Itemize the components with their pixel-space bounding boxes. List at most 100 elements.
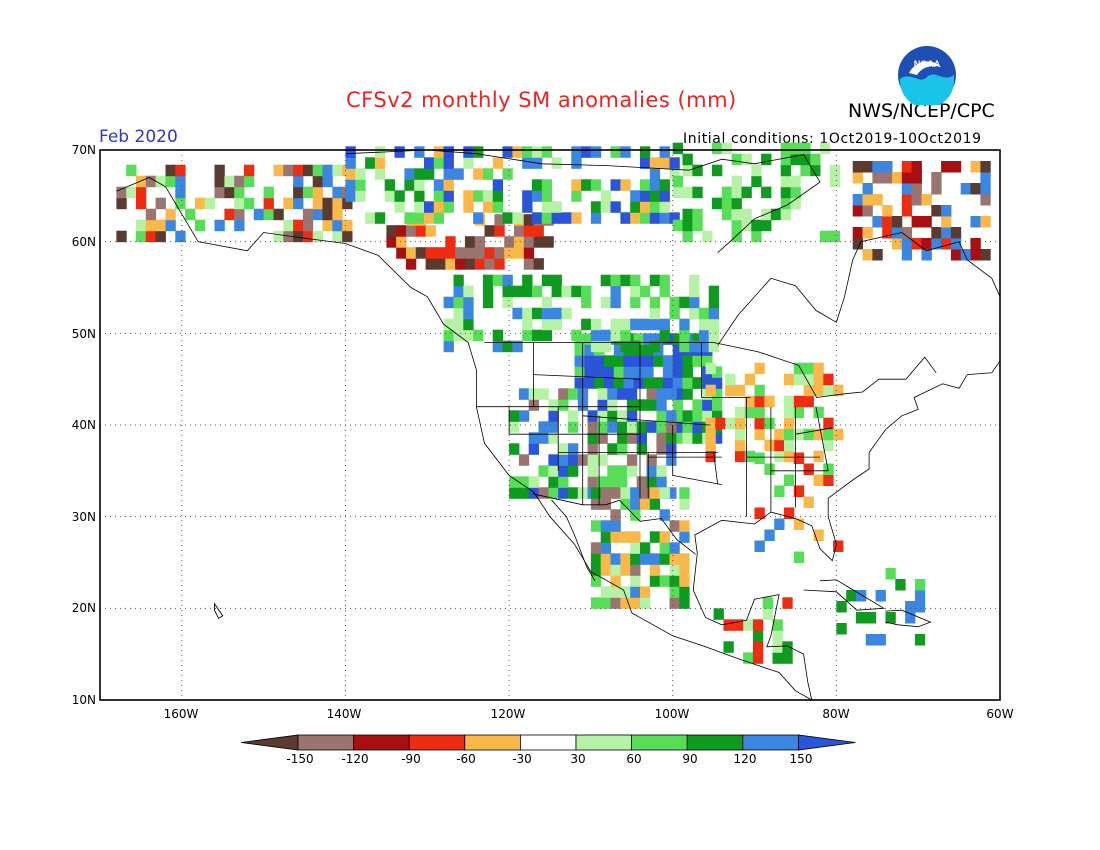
anomaly-cell (803, 395, 814, 408)
anomaly-cell (649, 318, 661, 331)
anomaly-cell (772, 619, 783, 631)
anomaly-cell (682, 208, 693, 221)
anomaly-cell (712, 388, 723, 400)
anomaly-cell (721, 142, 733, 155)
anomaly-cell (574, 366, 585, 378)
anomaly-cell (679, 329, 690, 342)
anomaly-cell (302, 208, 314, 221)
anomaly-cell (689, 296, 700, 309)
anomaly-cell (882, 205, 893, 217)
anomaly-cell (754, 395, 765, 408)
anomaly-cell (723, 641, 734, 653)
anomaly-cell (263, 208, 274, 221)
anomaly-cell (424, 212, 435, 224)
anomaly-cell (872, 194, 883, 206)
anomaly-cell (607, 443, 618, 455)
anomaly-cell (332, 219, 343, 232)
anomaly-cell (813, 384, 824, 397)
anomaly-cell (204, 197, 215, 210)
anomaly-cell (672, 399, 683, 411)
anomaly-cell (443, 168, 454, 180)
anomaly-cell (712, 432, 723, 444)
anomaly-cell (175, 186, 186, 199)
anomaly-cell (214, 164, 225, 177)
noaa-logo-text: NOAA (914, 59, 941, 69)
anomaly-cell (774, 439, 785, 452)
anomaly-cell (901, 161, 913, 173)
anomaly-cell (901, 238, 913, 250)
anomaly-cell (708, 329, 719, 342)
anomaly-cell (823, 373, 834, 386)
anomaly-cell (708, 285, 719, 298)
anomaly-cell (712, 410, 723, 422)
anomaly-cell (484, 225, 495, 237)
anomaly-cell (538, 388, 549, 400)
anomaly-cell (455, 247, 466, 259)
anomaly-cell (492, 157, 503, 169)
lat-label-20: 20N (71, 601, 96, 615)
anomaly-cell (509, 443, 520, 455)
anomaly-cell (482, 296, 494, 309)
anomaly-cell (492, 340, 503, 353)
anomaly-cell (443, 329, 454, 342)
anomaly-cell (558, 443, 569, 455)
anomaly-cell (708, 307, 719, 320)
anomaly-cell (813, 529, 824, 541)
anomaly-cell (406, 247, 417, 259)
anomaly-cell (770, 208, 782, 221)
anomaly-cell (581, 179, 592, 191)
anomaly-cell (862, 183, 873, 195)
anomaly-cell (548, 410, 559, 422)
anomaly-cell (620, 340, 631, 353)
anomaly-cell (672, 344, 683, 356)
anomaly-cell (793, 406, 805, 419)
anomaly-cell (659, 190, 670, 202)
anomaly-cell (784, 474, 795, 486)
anomaly-cell (617, 465, 628, 477)
anomaly-cell (302, 230, 314, 243)
anomaly-cell (116, 230, 127, 243)
anomaly-cell (679, 520, 690, 532)
anomaly-cell (636, 443, 647, 455)
anomaly-cell (512, 212, 523, 224)
anomaly-cell (649, 190, 661, 202)
anomaly-cell (541, 307, 553, 320)
anomaly-cell (784, 417, 795, 430)
colorbar-label-m30: -30 (512, 752, 532, 766)
anomaly-cell (234, 186, 245, 199)
anomaly-cell (970, 216, 981, 228)
anomaly-cell (743, 619, 754, 631)
anomaly-cell (823, 417, 834, 430)
anomaly-cell (453, 296, 464, 309)
anomaly-cell (175, 175, 186, 188)
anomaly-cell (823, 474, 834, 486)
anomaly-cell (820, 230, 831, 243)
anomaly-cell (762, 597, 773, 609)
anomaly-cell (548, 432, 559, 444)
anomaly-cell (610, 564, 621, 576)
anomaly-cell (541, 318, 553, 331)
anomaly-cell (852, 238, 863, 250)
anomaly-cell (752, 641, 764, 653)
anomaly-cell (482, 168, 494, 180)
anomaly-cell (659, 201, 670, 213)
anomaly-cell (643, 377, 654, 389)
anomaly-cell (607, 421, 618, 433)
anomaly-cell (626, 421, 638, 433)
anomaly-cell (692, 377, 703, 389)
anomaly-cell (214, 175, 225, 188)
anomaly-cell (610, 318, 621, 331)
anomaly-cell (620, 498, 631, 510)
anomaly-cell (224, 186, 235, 199)
anomaly-cell (404, 179, 415, 191)
anomaly-cell (522, 201, 533, 213)
anomaly-cell (234, 219, 245, 232)
anomaly-cell (764, 463, 775, 475)
anomaly-cell (875, 634, 886, 646)
anomaly-cell (551, 318, 562, 331)
anomaly-cell (293, 230, 304, 243)
anomaly-cell (463, 190, 474, 202)
anomaly-cell (136, 219, 147, 232)
anomaly-cell (712, 399, 723, 411)
anomaly-cell (656, 476, 667, 488)
